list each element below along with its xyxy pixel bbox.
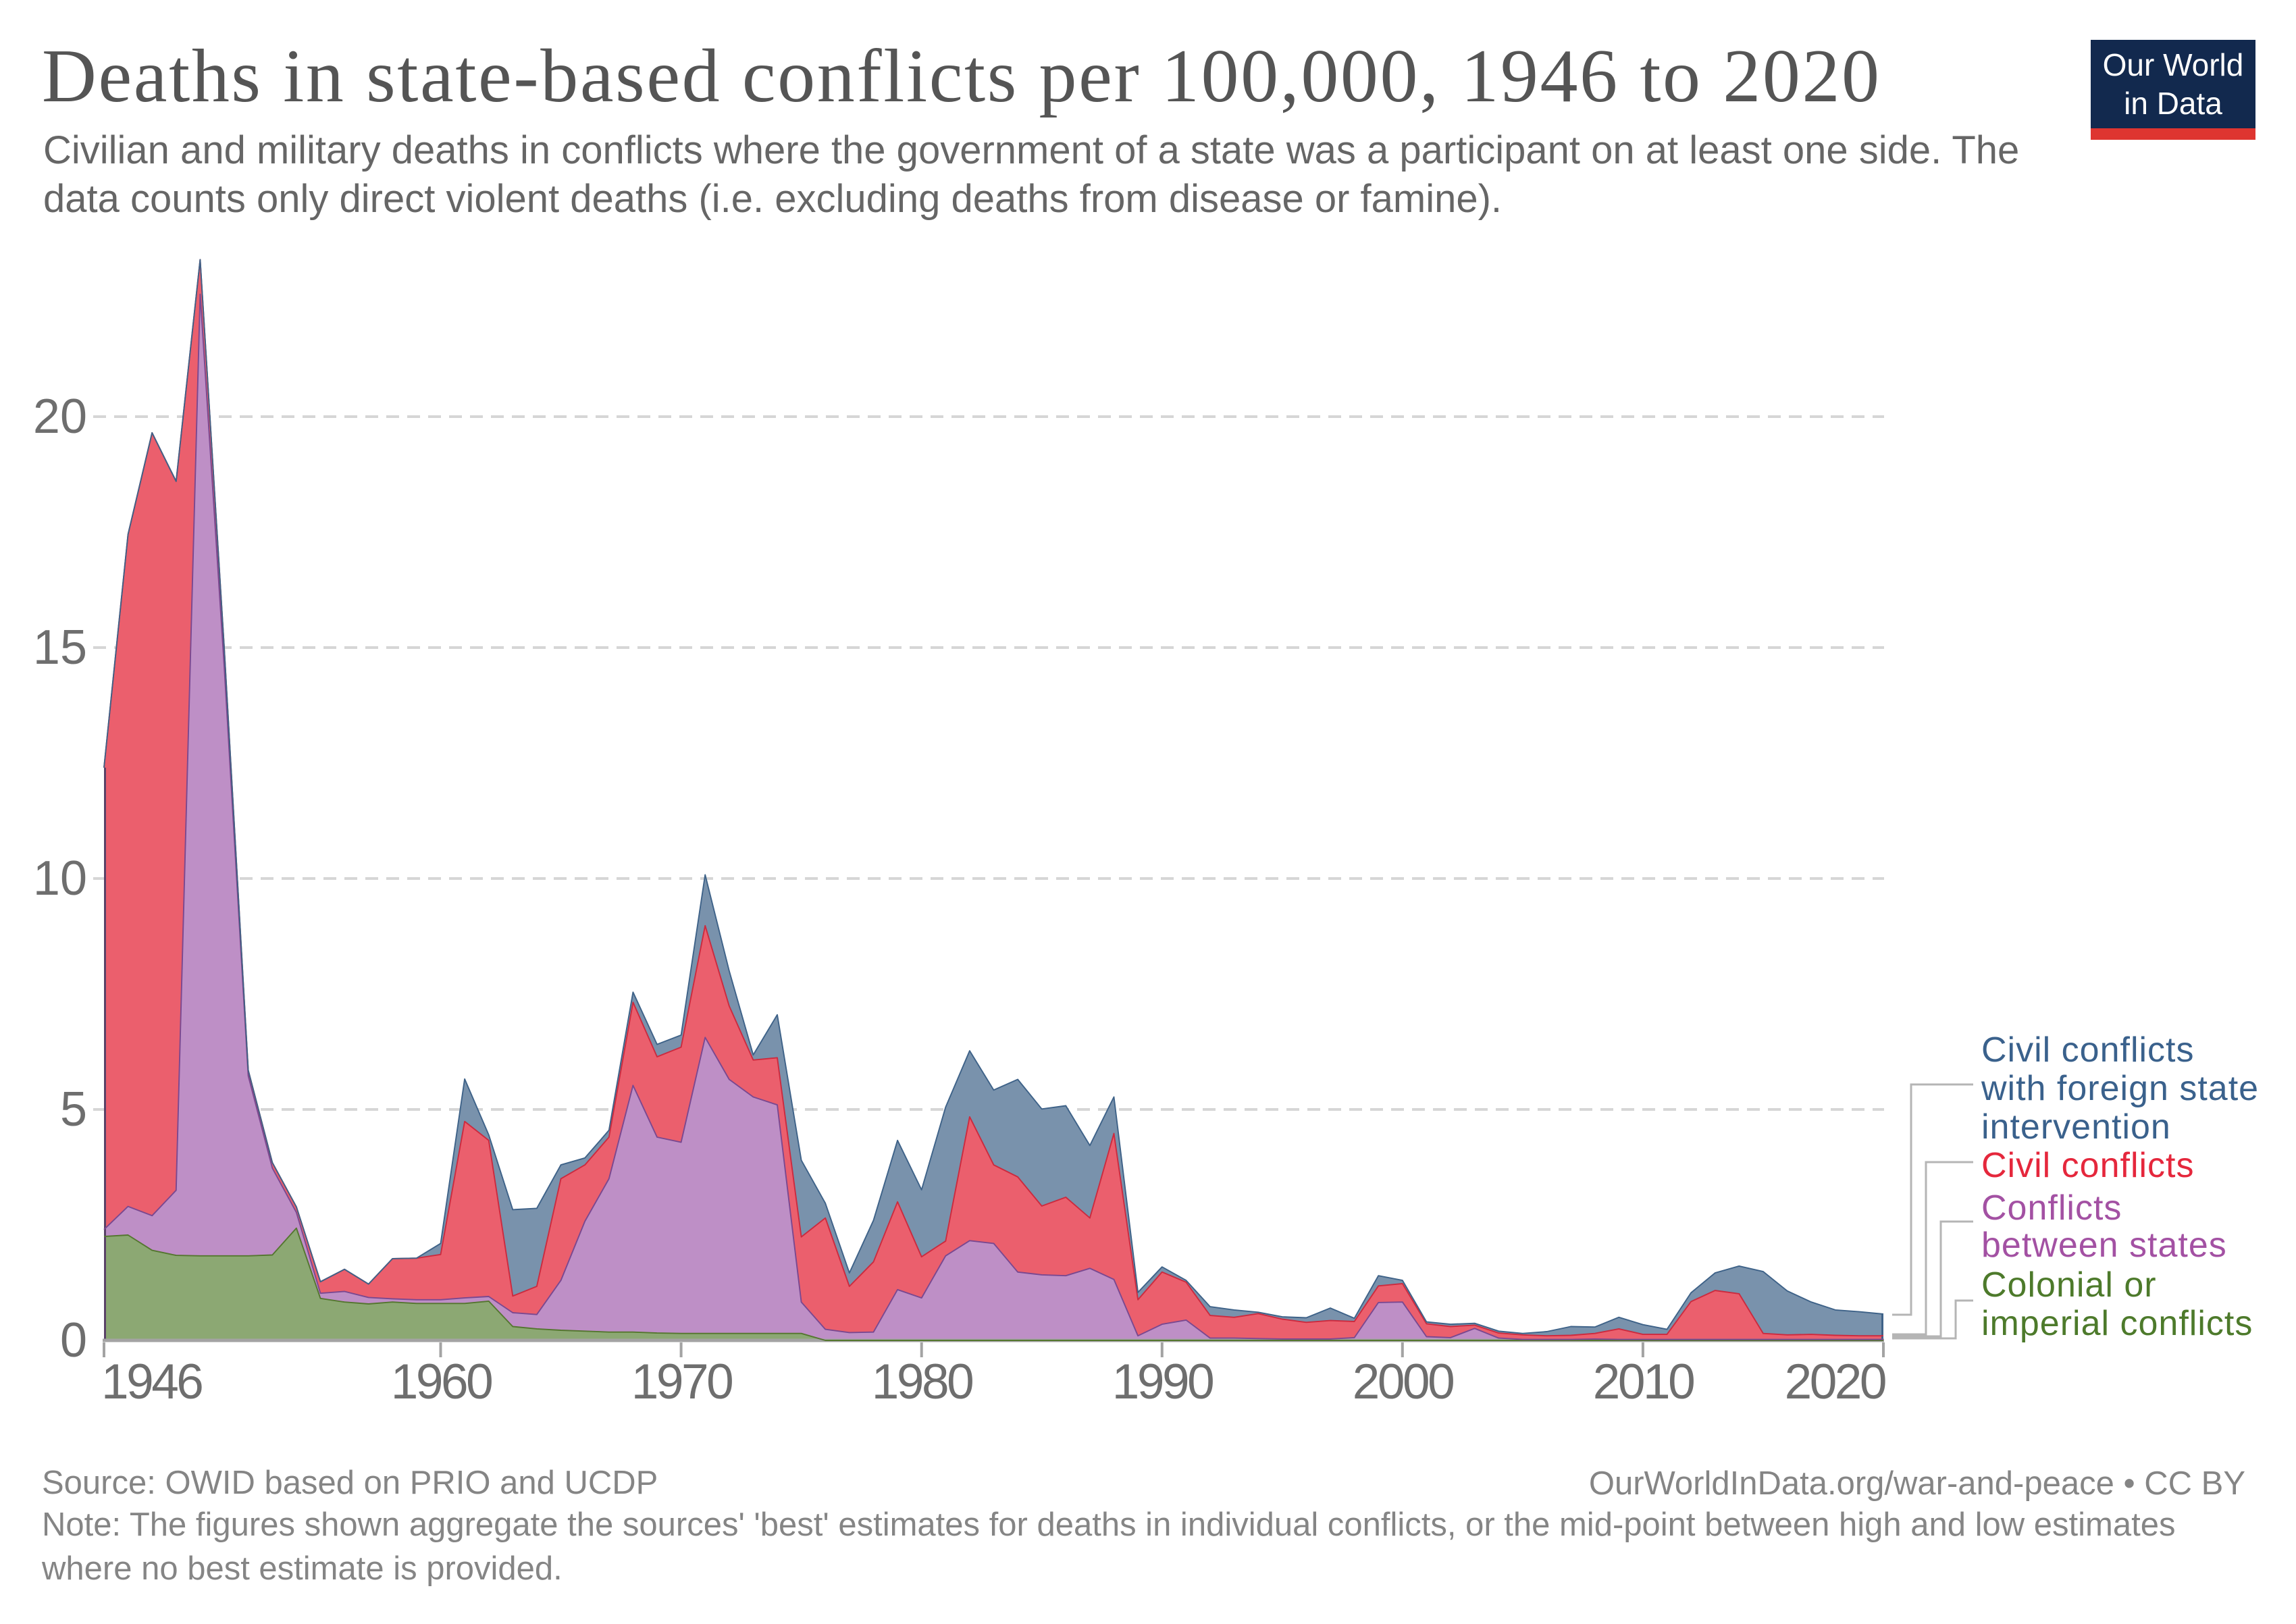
svg-text:Civilian and military deaths i: Civilian and military deaths in conflict…	[43, 128, 2019, 172]
svg-text:OurWorldInData.org/war-and-pea: OurWorldInData.org/war-and-peace • CC BY	[1589, 1465, 2245, 1502]
svg-text:between states: between states	[1981, 1226, 2227, 1265]
svg-text:2020: 2020	[1785, 1355, 1885, 1409]
svg-text:with foreign state: with foreign state	[1981, 1069, 2259, 1108]
svg-text:where no best estimate is prov: where no best estimate is provided.	[41, 1550, 563, 1587]
svg-text:20: 20	[33, 390, 87, 444]
svg-text:imperial conflicts: imperial conflicts	[1981, 1304, 2253, 1343]
svg-text:1980: 1980	[872, 1355, 972, 1409]
svg-text:1990: 1990	[1112, 1355, 1213, 1409]
svg-text:2010: 2010	[1593, 1355, 1694, 1409]
svg-text:intervention: intervention	[1981, 1107, 2171, 1147]
svg-text:5: 5	[60, 1082, 87, 1136]
svg-text:Civil conflicts: Civil conflicts	[1981, 1030, 2195, 1070]
svg-text:Civil conflicts: Civil conflicts	[1981, 1146, 2195, 1185]
svg-text:0: 0	[60, 1313, 87, 1367]
svg-text:in Data: in Data	[2124, 86, 2222, 121]
svg-text:2000: 2000	[1353, 1355, 1453, 1409]
svg-text:Note: The figures shown aggreg: Note: The figures shown aggregate the so…	[42, 1507, 2175, 1543]
svg-text:1970: 1970	[631, 1355, 732, 1409]
svg-text:1946: 1946	[101, 1355, 202, 1409]
svg-text:Deaths in state-based conflict: Deaths in state-based conflicts per 100,…	[42, 34, 1881, 118]
svg-text:Our World: Our World	[2103, 47, 2244, 82]
svg-text:Source: OWID based on PRIO and: Source: OWID based on PRIO and UCDP	[42, 1465, 658, 1501]
svg-text:15: 15	[33, 621, 87, 675]
svg-text:Colonial or: Colonial or	[1981, 1265, 2157, 1305]
svg-text:10: 10	[33, 852, 87, 906]
svg-text:1960: 1960	[391, 1355, 492, 1409]
svg-text:data counts only direct violen: data counts only direct violent deaths (…	[43, 177, 1502, 221]
svg-text:Conflicts: Conflicts	[1981, 1188, 2122, 1228]
